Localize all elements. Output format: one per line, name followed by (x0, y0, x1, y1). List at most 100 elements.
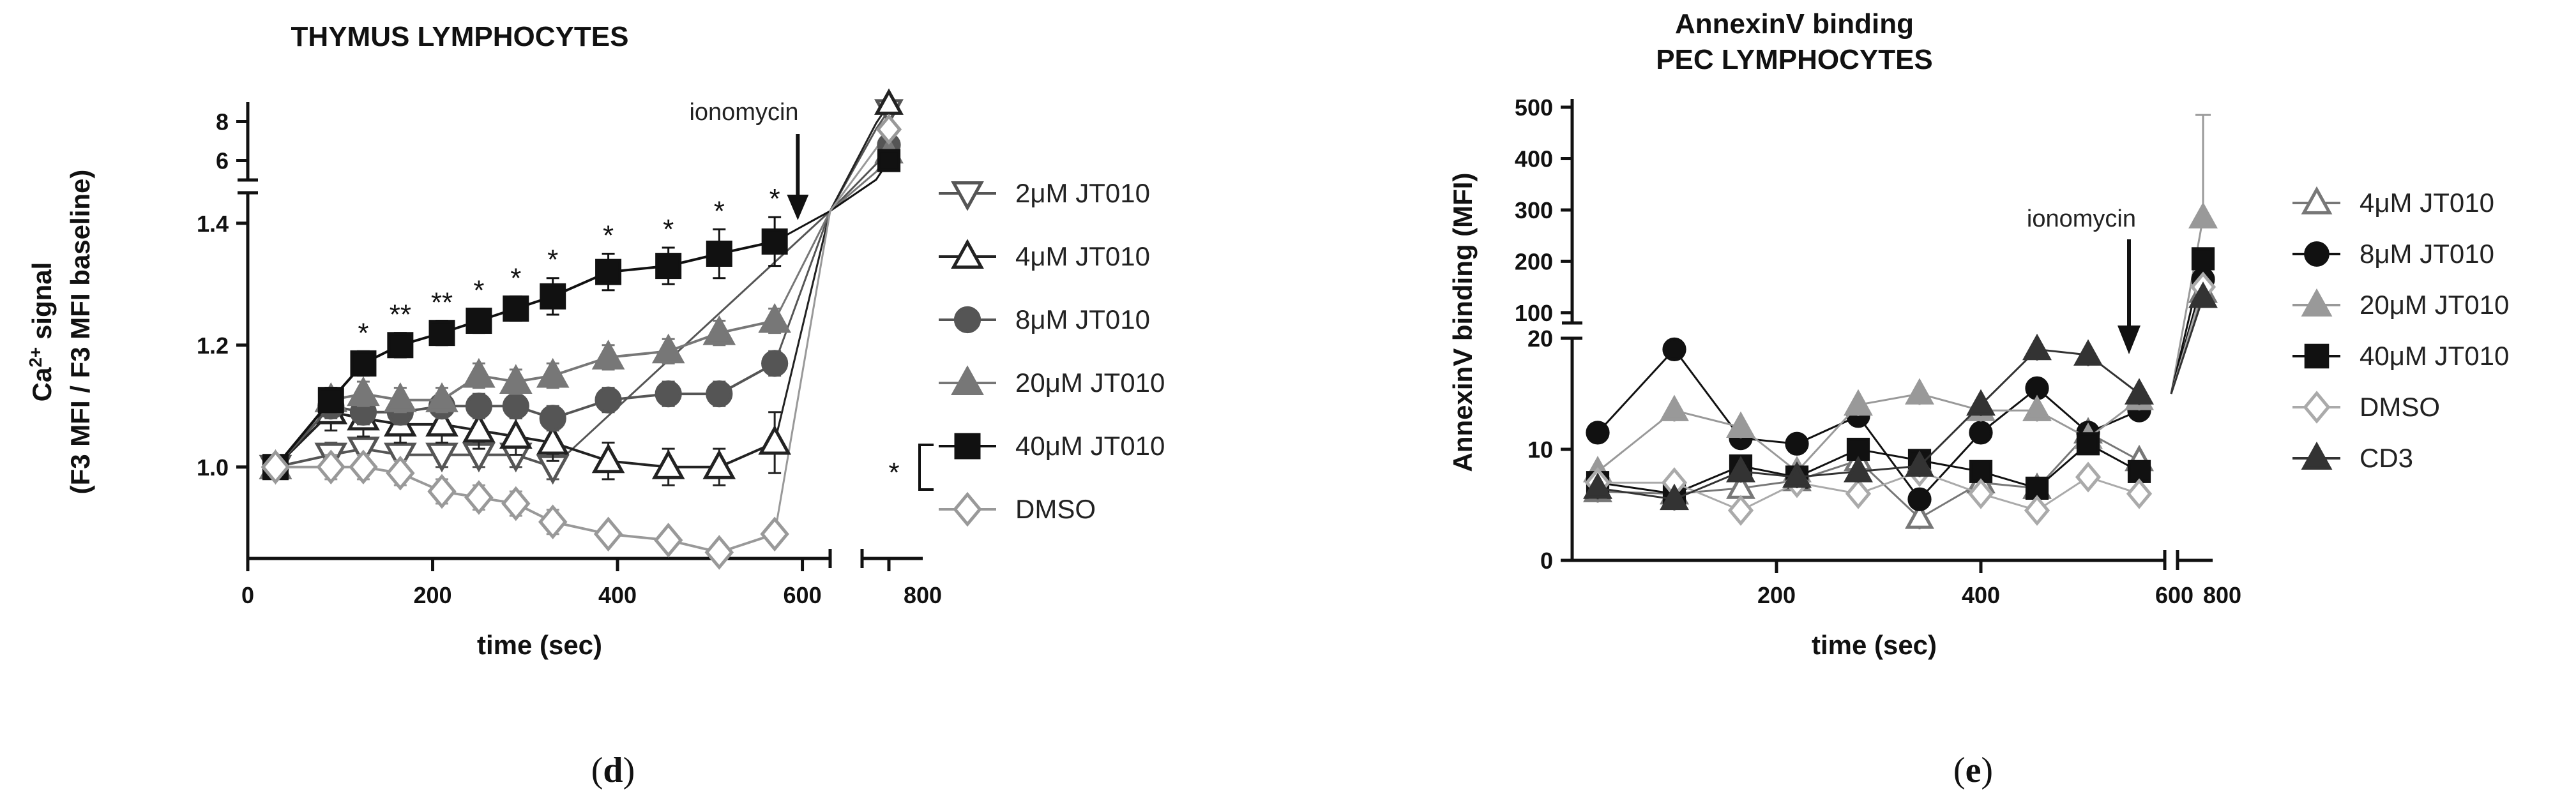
post-ionomycin-point (2188, 202, 2218, 228)
legend-marker (953, 306, 981, 334)
data-point (499, 419, 533, 449)
significance-star: * (663, 214, 674, 245)
x-tick-label: 800 (904, 582, 942, 608)
post-ionomycin-point (875, 114, 902, 145)
panel-e-ylabel: AnnexinV binding (MFI) (1448, 173, 1478, 472)
data-point (464, 480, 494, 515)
data-point (536, 357, 570, 388)
data-point (1905, 378, 1934, 405)
data-point (2127, 460, 2151, 483)
series-line (1597, 442, 2140, 495)
significance-star: * (358, 317, 368, 348)
ionomycin-connector-line (2170, 217, 2204, 394)
x-tick-label: 200 (1757, 582, 1796, 608)
y-tick-label: 20 (1527, 326, 1553, 352)
data-point (1727, 495, 1754, 526)
data-point (1844, 456, 1873, 483)
legend-entry: 20μM JT010 (2292, 288, 2509, 320)
legend-label: 2μM JT010 (1015, 178, 1150, 208)
significance-star: ** (431, 287, 453, 318)
data-point (761, 350, 789, 377)
data-point (702, 449, 736, 479)
post-ionomycin-point (877, 149, 901, 172)
data-point (1967, 478, 1994, 509)
data-point (428, 320, 455, 347)
data-point (1726, 411, 1755, 438)
data-point (386, 455, 415, 491)
legend-entry: 40μM JT010 (939, 431, 1165, 461)
legend-label: 20μM JT010 (1015, 368, 1165, 398)
data-point (465, 393, 493, 420)
x-tick-label: 600 (784, 582, 822, 608)
ionomycin-connector-line (2170, 297, 2204, 394)
data-point (1905, 502, 1934, 529)
legend-marker (2301, 186, 2333, 214)
y-tick-label: 10 (1527, 437, 1553, 463)
legend-marker (951, 181, 984, 211)
legend-label: 40μM JT010 (1015, 431, 1165, 461)
data-point (539, 405, 566, 432)
y-tick-label: 1.0 (197, 454, 229, 481)
panel-d-ylabel-line1: Ca2+ signal (26, 262, 57, 402)
data-point (760, 516, 789, 552)
data-point (653, 523, 683, 558)
data-point (2022, 333, 2052, 361)
data-point (425, 442, 458, 473)
legend-marker (2304, 343, 2330, 369)
legend-entry: 8μM JT010 (2292, 239, 2494, 269)
legend-marker (2304, 241, 2330, 267)
data-point (706, 380, 733, 408)
x-tick-label: 600 (2155, 582, 2193, 608)
data-point (2073, 339, 2103, 366)
data-point (1969, 421, 1993, 445)
data-point (2025, 476, 2049, 500)
panel-e-pec-chart: AnnexinV binding PEC LYMPHOCYTES Annexin… (1448, 8, 2509, 660)
panel-e-series (1583, 333, 2154, 530)
data-point (593, 516, 623, 552)
legend-entry: 40μM JT010 (2292, 341, 2509, 371)
panel-d-legend-bracket-star: * (888, 457, 899, 488)
data-point (655, 253, 682, 280)
x-tick-label: 0 (241, 582, 254, 608)
ionomycin-connector-line (773, 128, 890, 535)
significance-star: ** (390, 299, 411, 331)
data-point (1905, 450, 1934, 477)
data-point (595, 386, 622, 414)
data-point (655, 380, 682, 408)
ionomycin-connector-line (773, 144, 890, 364)
panel-e-title-line1: AnnexinV binding (1675, 8, 1914, 40)
legend-entry: 2μM JT010 (939, 178, 1150, 211)
data-point (502, 393, 529, 420)
legend-label: 8μM JT010 (2360, 239, 2494, 269)
data-point (2126, 478, 2153, 509)
panel-e-ionomycin-label: ionomycin (2027, 206, 2136, 232)
panel-d-y-ticks: 1.0 1.2 1.4 6 8 (197, 109, 248, 481)
data-point (503, 295, 529, 322)
series-dmso (261, 449, 789, 570)
legend-entry: CD3 (2292, 441, 2413, 473)
x-tick-label: 400 (598, 582, 637, 608)
panel-d-significance-marks: *** ** * *** ** * (358, 183, 780, 348)
legend-entry: 8μM JT010 (939, 304, 1150, 334)
panel-d-title: THYMUS LYMPHOCYTES (291, 21, 629, 52)
legend-label: 4μM JT010 (1015, 241, 1150, 271)
legend-label: 4μM JT010 (2360, 188, 2494, 218)
panel-e-x-ticks: 200 400 600 800 (1757, 560, 2241, 608)
series-line (1597, 393, 2140, 473)
series-line (1597, 431, 2140, 520)
series-line (1598, 470, 2140, 512)
significance-star: * (603, 220, 614, 251)
data-point (536, 424, 570, 455)
y-tick-label: 500 (1515, 94, 1553, 121)
data-point (704, 535, 734, 570)
data-point (706, 241, 732, 267)
post-ionomycin-point (2191, 247, 2215, 271)
series-line (1596, 348, 2140, 501)
data-point (317, 387, 344, 414)
panel-d-xlabel: time (sec) (477, 630, 602, 660)
legend-label: DMSO (1015, 494, 1096, 524)
legend-label: CD3 (2360, 443, 2413, 473)
panel-e-ionomycin-arrow-head (2118, 326, 2140, 354)
y-tick-label: 1.2 (197, 333, 229, 359)
data-point (702, 315, 736, 345)
